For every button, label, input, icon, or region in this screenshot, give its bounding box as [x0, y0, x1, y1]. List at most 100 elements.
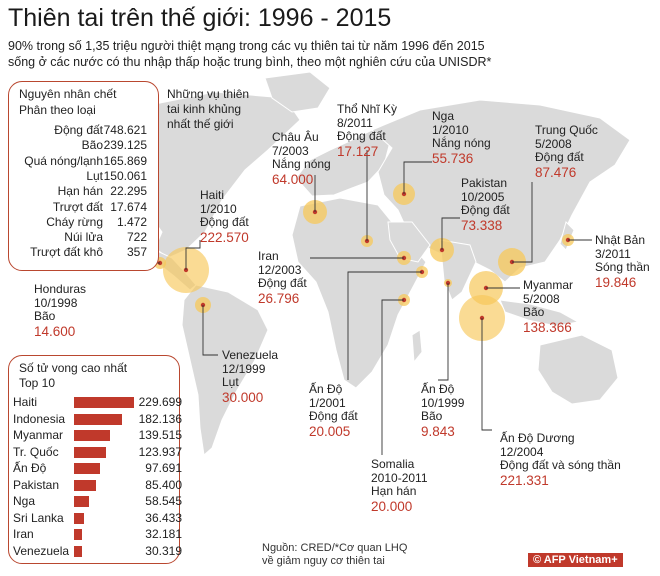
- causes-title-1: Nguyên nhân chết: [19, 87, 117, 101]
- event-type: Động đất: [258, 276, 307, 290]
- event-label-tho-nhi-ky: Thổ Nhĩ Kỳ 8/2011 Động đất 17.127: [337, 102, 398, 160]
- event-name: Thổ Nhĩ Kỳ: [337, 102, 398, 116]
- event-date: 12/2003: [258, 262, 302, 277]
- logo-text: © AFP Vietnam+: [528, 553, 623, 567]
- top10-title-2: Top 10: [19, 376, 56, 390]
- event-deaths: 19.846: [595, 274, 637, 290]
- deadliest-line-3: nhất thế giới: [167, 117, 234, 131]
- bar-row: Haiti 229.699: [9, 393, 182, 411]
- event-type: Nắng nóng: [272, 157, 331, 171]
- deadliest-line-2: tai kinh khủng: [167, 102, 242, 116]
- cause-name: Quá nóng/lạnh: [24, 153, 103, 168]
- event-deaths: 87.476: [535, 164, 577, 180]
- event-name: Châu Âu: [272, 130, 319, 144]
- bar: [74, 397, 134, 408]
- australia-landmass: [537, 334, 619, 405]
- event-type: Bão: [34, 309, 56, 323]
- event-name: Honduras: [34, 282, 87, 296]
- event-name: Nga: [432, 109, 455, 123]
- cause-value: 1.472: [116, 214, 147, 229]
- bar-category-label: Nga: [13, 494, 36, 508]
- event-deaths: 73.338: [461, 217, 503, 233]
- event-date: 1/2010: [200, 201, 237, 216]
- event-date: 10/1999: [421, 395, 465, 410]
- cause-name: Hạn hán: [57, 184, 103, 199]
- event-date: 12/1999: [222, 361, 266, 376]
- event-deaths: 30.000: [222, 389, 264, 405]
- cause-name: Trượt đất khô: [30, 245, 103, 260]
- indonesia-landmass: [499, 299, 580, 327]
- event-name: Myanmar: [523, 278, 574, 292]
- event-deaths: 26.796: [258, 290, 300, 306]
- event-label-chau-au: Châu Âu 7/2003 Nắng nóng 64.000: [272, 130, 331, 188]
- cause-name: Cháy rừng: [46, 214, 103, 229]
- event-type: Động đất và sóng thần: [500, 458, 621, 472]
- leader-an-do-duong: [481, 318, 492, 431]
- event-name: Ấn Độ: [421, 382, 455, 396]
- cause-value: 722: [126, 230, 147, 245]
- bar: [74, 463, 100, 474]
- event-date: 5/2008: [535, 136, 572, 151]
- causes-box: Nguyên nhân chết Phân theo loại Động đất…: [8, 81, 159, 271]
- event-label-an-do-2001: Ấn Độ 1/2001 Động đất 20.005: [309, 382, 358, 440]
- cause-name: Bão: [81, 138, 103, 153]
- bar-row: Pakistan 85.400: [9, 476, 182, 494]
- event-label-somalia: Somalia 2010-2011 Hạn hán 20.000: [371, 457, 428, 515]
- event-date: 2010-2011: [371, 470, 428, 485]
- causes-list: Động đất 748.621 Bão 239.125 Quá nóng/lạnh…: [9, 123, 149, 263]
- bar-row: Ấn Độ 97.691: [9, 459, 182, 477]
- event-type: Hạn hán: [371, 484, 417, 498]
- event-date: 8/2011: [337, 115, 373, 130]
- bar-row: Sri Lanka 36.433: [9, 509, 182, 527]
- cause-name: Lụt: [86, 168, 103, 183]
- subtitle-line-1: 90% trong số 1,35 triệu người thiệt mạng…: [8, 39, 485, 53]
- event-date: 3/2011: [595, 246, 631, 261]
- deadliest-heading: Những vụ thiên tai kinh khủng nhất thế g…: [167, 87, 249, 132]
- bar: [74, 512, 84, 524]
- leader-nga: [403, 161, 432, 194]
- cause-value: 17.674: [110, 199, 147, 214]
- bar: [74, 479, 97, 491]
- bar-row: Nga 58.545: [9, 492, 182, 510]
- leader-venezuela: [202, 305, 218, 356]
- event-type: Lụt: [222, 375, 239, 389]
- bar-category-label: Indonesia: [13, 411, 66, 426]
- event-label-haiti: Haiti 1/2010 Động đất 222.570: [200, 188, 249, 246]
- event-type: Bão: [523, 305, 545, 319]
- event-deaths: 17.127: [337, 143, 379, 159]
- bar-row: Tr. Quốc 123.937: [9, 443, 182, 461]
- greenland-landmass: [264, 71, 331, 113]
- event-label-an-do-duong: Ấn Độ Dương 12/2004 Động đất và sóng thầ…: [500, 431, 621, 489]
- bar-category-label: Sri Lanka: [13, 510, 64, 525]
- cause-value: 150.061: [103, 168, 147, 183]
- event-date: 7/2003: [272, 143, 309, 158]
- event-label-pakistan: Pakistan 10/2005 Động đất 73.338: [461, 176, 510, 234]
- event-name: Venezuela: [222, 348, 279, 362]
- bar-value-label: 139.515: [138, 428, 182, 442]
- event-label-iran: Iran 12/2003 Động đất 26.796: [258, 249, 307, 307]
- event-name: Iran: [258, 249, 279, 263]
- event-name: Ấn Độ: [309, 382, 343, 396]
- bar-value-label: 30.319: [145, 543, 182, 558]
- event-deaths: 138.366: [523, 319, 572, 335]
- event-deaths: 55.736: [432, 150, 474, 166]
- event-type: Sóng thần: [595, 260, 650, 274]
- leader-an-do-1999: [438, 283, 449, 381]
- event-deaths: 64.000: [272, 171, 314, 187]
- cause-value: 748.621: [103, 123, 147, 137]
- event-date: 1/2010: [432, 122, 469, 137]
- event-type: Động đất: [309, 409, 358, 423]
- cause-name: Trượt đất: [52, 199, 103, 214]
- leader-an-do-2001: [347, 271, 422, 380]
- event-type: Bão: [421, 409, 443, 423]
- bar-value-label: 182.136: [138, 411, 182, 426]
- event-type: Động đất: [200, 215, 249, 229]
- cause-value: 357: [126, 245, 147, 260]
- bar: [74, 413, 122, 425]
- bar-category-label: Venezuela: [13, 543, 70, 558]
- event-deaths: 222.570: [200, 229, 249, 245]
- event-name: Ấn Độ Dương: [500, 431, 575, 445]
- event-type: Động đất: [461, 203, 510, 217]
- bar: [74, 430, 111, 441]
